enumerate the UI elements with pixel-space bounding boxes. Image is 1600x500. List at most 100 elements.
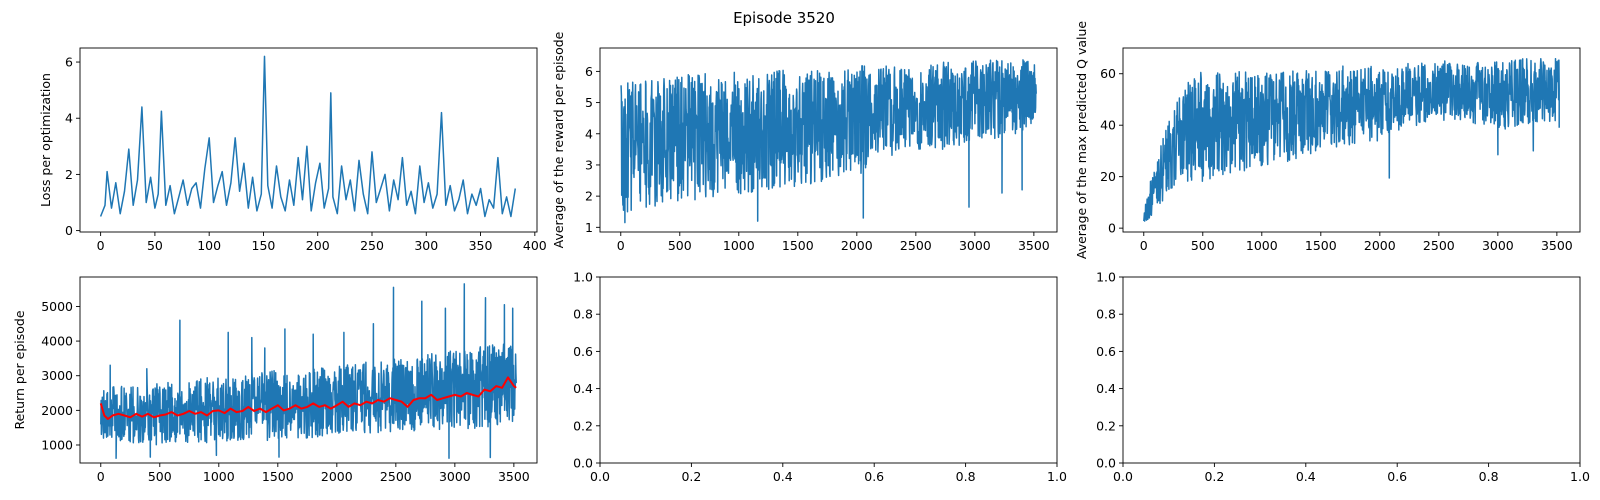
series-line-max_q xyxy=(1143,58,1560,222)
x-tick-label: 3500 xyxy=(1541,238,1573,253)
x-tick-label: 2000 xyxy=(1364,238,1396,253)
axes-frame-loss xyxy=(79,47,538,233)
y-tick-label: 5000 xyxy=(41,299,73,314)
y-axis-label-return: Return per episode xyxy=(12,310,27,429)
plot-area-avg_reward xyxy=(620,59,1037,224)
y-tick-label: 0.2 xyxy=(573,418,593,433)
y-tick-label: 4 xyxy=(585,126,593,141)
x-tick-label: 1000 xyxy=(203,469,235,484)
x-tick-label: 0.4 xyxy=(1296,469,1316,484)
x-tick-label: 0.2 xyxy=(1204,469,1224,484)
x-tick-label: 1500 xyxy=(262,469,294,484)
y-tick-label: 3000 xyxy=(41,368,73,383)
series-line-return xyxy=(100,283,517,459)
series-line-avg_reward xyxy=(620,59,1037,224)
x-tick-label: 50 xyxy=(147,238,163,253)
axes-frame-return xyxy=(79,276,538,464)
axes-frame-avg_reward xyxy=(599,47,1058,233)
x-tick-label: 0.8 xyxy=(1479,469,1499,484)
x-tick-label: 1.0 xyxy=(1047,469,1067,484)
x-tick-label: 3000 xyxy=(439,469,471,484)
x-tick-label: 200 xyxy=(306,238,330,253)
x-tick-label: 0.6 xyxy=(864,469,884,484)
y-tick-label: 0.6 xyxy=(573,344,593,359)
x-tick-label: 1500 xyxy=(1305,238,1337,253)
axes-frame-max_q xyxy=(1122,47,1581,233)
x-tick-label: 0.4 xyxy=(773,469,793,484)
y-tick-label: 0 xyxy=(1108,221,1116,236)
subplot-avg_reward: 0 500 1000 1500 2000 2500 3000 3500 1 2 3 4 5 6 Averag… xyxy=(551,31,1058,253)
y-tick-label: 0.0 xyxy=(1096,456,1116,471)
y-tick-label: 0 xyxy=(65,223,73,238)
y-tick-label: 0.4 xyxy=(1096,381,1116,396)
x-tick-label: 2000 xyxy=(321,469,353,484)
x-tick-label: 400 xyxy=(523,238,547,253)
x-tick-label: 0.0 xyxy=(590,469,610,484)
y-tick-label: 4000 xyxy=(41,334,73,349)
x-tick-label: 2500 xyxy=(1423,238,1455,253)
x-tick-label: 350 xyxy=(469,238,493,253)
y-tick-label: 2 xyxy=(585,189,593,204)
y-axis-label-max_q: Average of the max predicted Q value xyxy=(1074,21,1089,260)
x-tick-label: 2000 xyxy=(841,238,873,253)
series-line-loss xyxy=(99,55,517,218)
y-tick-label: 0.6 xyxy=(1096,344,1116,359)
subplot-empty_2: 0.0 0.2 0.4 0.6 0.8 1.0 0.0 0.2 0.4 0.6 0.8 1.0 xyxy=(1096,270,1590,485)
x-tick-label: 0 xyxy=(97,238,105,253)
y-tick-label: 5 xyxy=(585,95,593,110)
y-tick-label: 40 xyxy=(1100,118,1116,133)
y-tick-label: 3 xyxy=(585,157,593,172)
y-tick-label: 0.4 xyxy=(573,381,593,396)
y-tick-label: 0.8 xyxy=(573,307,593,322)
x-tick-label: 0.6 xyxy=(1387,469,1407,484)
x-tick-label: 1000 xyxy=(1246,238,1278,253)
x-tick-label: 150 xyxy=(252,238,276,253)
x-tick-label: 2500 xyxy=(380,469,412,484)
x-tick-label: 1.0 xyxy=(1570,469,1590,484)
x-tick-label: 0.8 xyxy=(956,469,976,484)
axes-frame-empty_2 xyxy=(1122,276,1581,464)
subplot-return: 0 500 1000 1500 2000 2500 3000 3500 1000 2000 3000… xyxy=(12,276,538,484)
y-tick-label: 6 xyxy=(585,64,593,79)
x-tick-label: 3000 xyxy=(959,238,991,253)
x-tick-label: 0 xyxy=(617,238,625,253)
y-tick-label: 1 xyxy=(585,220,593,235)
y-axis-label-avg_reward: Average of the reward per episode xyxy=(551,31,566,248)
figure-suptitle: Episode 3520 xyxy=(733,9,835,27)
subplot-loss: 0 50 100 150 200 250 300 350 400 0 2 4 6 Loss per opt… xyxy=(38,47,547,253)
x-tick-label: 500 xyxy=(1191,238,1215,253)
plot-area-return xyxy=(99,283,517,459)
x-tick-label: 3500 xyxy=(1018,238,1050,253)
y-axis-label-loss: Loss per optimization xyxy=(38,73,53,207)
y-tick-label: 0.2 xyxy=(1096,418,1116,433)
y-tick-label: 0.8 xyxy=(1096,307,1116,322)
x-tick-label: 0.0 xyxy=(1113,469,1133,484)
plot-area-loss xyxy=(99,55,517,218)
x-tick-label: 250 xyxy=(360,238,384,253)
y-tick-label: 1.0 xyxy=(1096,270,1116,285)
y-tick-label: 1000 xyxy=(41,437,73,452)
x-tick-label: 100 xyxy=(197,238,221,253)
x-tick-label: 3000 xyxy=(1482,238,1514,253)
y-tick-label: 60 xyxy=(1100,66,1116,81)
y-tick-label: 1.0 xyxy=(573,270,593,285)
x-tick-label: 1500 xyxy=(782,238,814,253)
x-tick-label: 300 xyxy=(414,238,438,253)
x-tick-label: 0 xyxy=(97,469,105,484)
subplot-max_q: 0 500 1000 1500 2000 2500 3000 3500 0 20 40 60 Avera… xyxy=(1074,21,1581,260)
x-tick-label: 0 xyxy=(1140,238,1148,253)
y-tick-label: 2 xyxy=(65,167,73,182)
x-tick-label: 0.2 xyxy=(681,469,701,484)
y-tick-label: 20 xyxy=(1100,169,1116,184)
y-tick-label: 6 xyxy=(65,55,73,70)
y-tick-label: 2000 xyxy=(41,403,73,418)
x-tick-label: 500 xyxy=(148,469,172,484)
x-tick-label: 1000 xyxy=(723,238,755,253)
x-tick-label: 2500 xyxy=(900,238,932,253)
y-tick-label: 0.0 xyxy=(573,456,593,471)
plot-area-max_q xyxy=(1143,58,1560,222)
x-tick-label: 500 xyxy=(668,238,692,253)
y-tick-label: 4 xyxy=(65,111,73,126)
